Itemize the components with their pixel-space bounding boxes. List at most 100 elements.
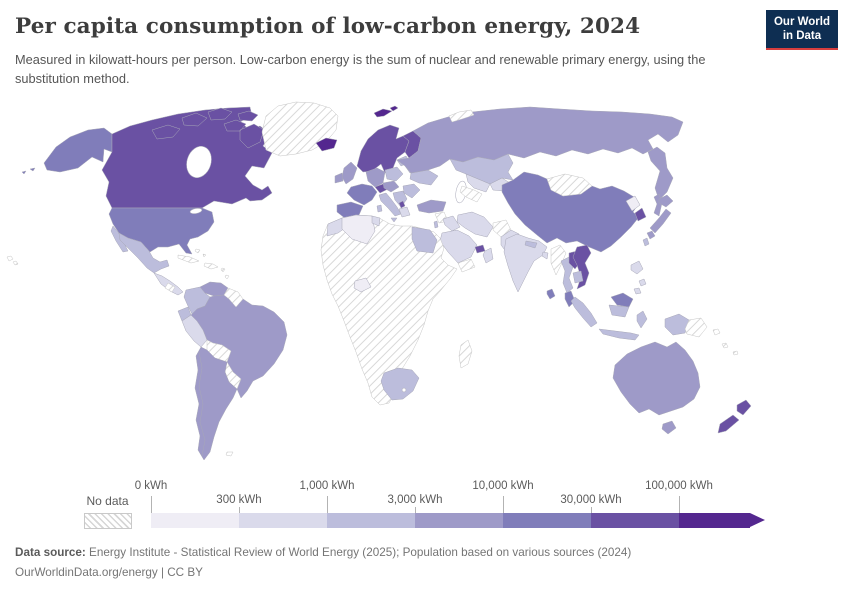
country-poland[interactable] (384, 166, 404, 182)
country-nicaragua[interactable] (164, 282, 176, 293)
country-philippines-south[interactable] (633, 278, 647, 295)
country-philippines[interactable] (630, 260, 644, 275)
legend-tick-label: 3,000 kWh (387, 494, 443, 506)
legend-bin-0[interactable] (151, 513, 239, 528)
country-albania[interactable] (398, 200, 406, 209)
country-japan-kyushu[interactable] (646, 230, 656, 240)
region-central-europe[interactable] (382, 180, 400, 193)
no-data-label: No data (86, 494, 129, 508)
country-new-zealand-south[interactable] (717, 414, 740, 434)
country-bangladesh[interactable] (541, 251, 549, 260)
data-source-line: Data source: Energy Institute - Statisti… (15, 543, 835, 563)
country-hawaii[interactable] (6, 255, 19, 266)
country-falkland-islands[interactable] (225, 451, 234, 457)
country-indonesia-java[interactable] (598, 328, 640, 341)
country-iran[interactable] (456, 211, 494, 238)
country-new-zealand-north[interactable] (736, 399, 752, 416)
country-north-korea[interactable] (625, 195, 641, 212)
country-cambodia[interactable] (572, 270, 584, 284)
owid-logo-line1: Our World (773, 16, 830, 28)
owid-url-link[interactable]: OurWorldinData.org/energy | CC BY (15, 566, 203, 580)
country-iraq[interactable] (442, 215, 461, 232)
country-uzbekistan[interactable] (465, 173, 491, 193)
country-russia[interactable] (396, 106, 684, 174)
country-nepal[interactable] (524, 240, 538, 249)
country-japan-honshu[interactable] (649, 208, 672, 234)
country-united-kingdom[interactable] (341, 161, 358, 185)
country-egypt[interactable] (411, 226, 438, 254)
chart-subtitle: Measured in kilowatt-hours per person. L… (15, 52, 706, 87)
legend-bin-1[interactable] (239, 513, 327, 528)
country-alaska[interactable] (43, 127, 113, 173)
region-kamchatka[interactable] (647, 146, 674, 201)
data-source-text: Energy Institute - Statistical Review of… (85, 546, 632, 559)
country-south-korea[interactable] (634, 207, 647, 222)
region-borneo-indonesia[interactable] (608, 304, 630, 318)
legend-bin-5[interactable] (591, 513, 679, 528)
region-west-africa[interactable] (353, 277, 372, 293)
country-aleutian-islands[interactable] (21, 167, 36, 175)
no-data-swatch[interactable] (84, 513, 132, 529)
region-lesser-antilles[interactable] (220, 267, 230, 280)
country-algeria[interactable] (341, 214, 376, 245)
legend-bin-4[interactable] (503, 513, 591, 528)
country-tunisia[interactable] (371, 215, 381, 227)
country-saudi-arabia[interactable] (439, 229, 478, 264)
country-greece[interactable] (398, 206, 411, 218)
country-papua-new-guinea[interactable] (684, 317, 708, 338)
region-new-guinea-west[interactable] (664, 313, 690, 336)
region-romania-bulgaria[interactable] (402, 183, 421, 199)
legend-bin-6[interactable] (679, 513, 750, 528)
country-svalbard[interactable] (373, 105, 399, 118)
border-chile-argentina (198, 351, 206, 457)
country-hispaniola[interactable] (203, 262, 219, 270)
country-indonesia-sumatra[interactable] (570, 296, 598, 328)
country-tasmania[interactable] (661, 420, 677, 435)
country-taiwan[interactable] (642, 237, 650, 247)
chart-footer: Data source: Energy Institute - Statisti… (15, 543, 835, 584)
country-south-africa[interactable] (380, 367, 420, 401)
country-indonesia-sulawesi[interactable] (636, 310, 648, 329)
country-iceland[interactable] (315, 137, 338, 152)
region-argentina-chile[interactable] (194, 346, 238, 461)
country-madagascar[interactable] (458, 339, 473, 369)
owid-logo[interactable]: Our World in Data (765, 10, 838, 50)
region-africa[interactable] (320, 214, 458, 406)
legend-tick-label: 300 kWh (216, 494, 262, 506)
region-novaya-zemlya[interactable] (448, 109, 475, 123)
hudson-bay (186, 146, 212, 178)
map-legend: No data 0 kWh 300 kWh 1,000 kWh 3,000 kWh 10… (0, 478, 850, 536)
region-levant[interactable] (433, 220, 439, 229)
country-turkmenistan[interactable] (459, 185, 483, 203)
region-guyanas[interactable] (223, 287, 244, 308)
legend-bin-3[interactable] (415, 513, 503, 528)
legend-tick-label: 30,000 kWh (560, 494, 622, 506)
country-yemen[interactable] (457, 258, 476, 273)
country-india[interactable] (503, 233, 548, 293)
country-myanmar[interactable] (550, 244, 567, 276)
country-bahamas[interactable] (194, 248, 207, 258)
legend-bin-2[interactable] (327, 513, 415, 528)
country-sardinia[interactable] (376, 204, 383, 213)
country-mongolia[interactable] (546, 173, 593, 197)
country-oman[interactable] (482, 247, 494, 264)
country-ireland[interactable] (334, 172, 344, 184)
legend-tick-label: 100,000 kWh (645, 480, 713, 492)
region-borneo-malaysia[interactable] (610, 292, 634, 308)
country-france[interactable] (346, 183, 378, 206)
legend-tick (679, 496, 680, 513)
country-sicily[interactable] (390, 217, 398, 223)
country-turkey[interactable] (416, 199, 447, 214)
legend-tick (151, 496, 152, 513)
country-cuba[interactable] (177, 254, 200, 264)
country-australia[interactable] (612, 341, 701, 416)
country-sri-lanka[interactable] (546, 288, 556, 300)
data-source-label: Data source: (15, 546, 86, 559)
country-mexico[interactable] (118, 232, 170, 274)
country-japan-hokkaido[interactable] (658, 194, 674, 208)
country-canadian-arctic[interactable] (151, 107, 265, 149)
country-vietnam[interactable] (572, 244, 592, 290)
region-pacific-islands[interactable] (712, 328, 739, 356)
